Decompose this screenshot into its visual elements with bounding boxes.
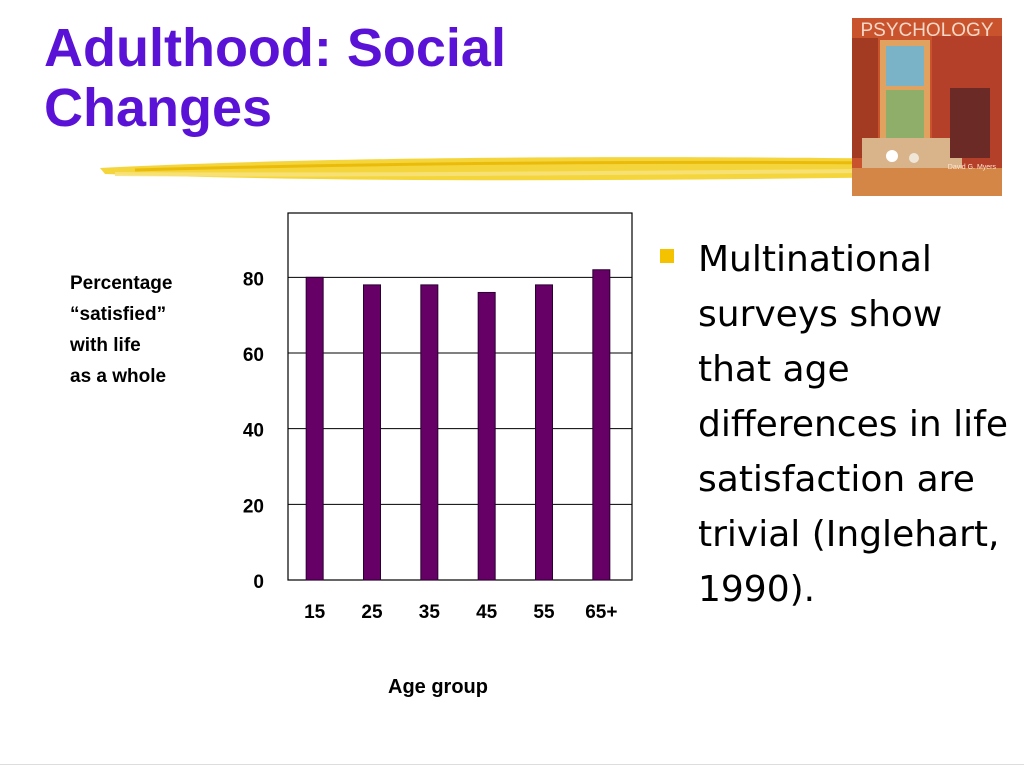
book-author: David G. Myers xyxy=(947,164,996,171)
bar xyxy=(477,291,496,581)
slide-bottom-border xyxy=(0,764,1024,765)
plot-frame xyxy=(287,212,633,581)
book-title: PSYCHOLOGY xyxy=(860,20,994,41)
bar xyxy=(305,276,324,581)
book-cover-painting xyxy=(852,18,1002,196)
y-tick-label: 20 xyxy=(243,496,264,517)
ylabel-line: as a whole xyxy=(70,366,167,387)
bullet-item: Multinational surveys show that age diff… xyxy=(660,232,1010,617)
book-cover-image: PSYCHOLOGY David G. Myers xyxy=(852,18,1002,196)
y-tick-label: 60 xyxy=(243,345,264,366)
bar xyxy=(420,284,439,581)
slide-title-line-2: Changes xyxy=(44,78,273,138)
chart-x-axis-label: Age group xyxy=(388,676,488,698)
x-tick-label: 35 xyxy=(419,602,441,623)
y-tick-label: 0 xyxy=(253,572,264,593)
x-tick-label: 55 xyxy=(533,602,555,623)
x-tick-label: 15 xyxy=(304,602,326,623)
x-tick-label: 45 xyxy=(476,602,498,623)
bullet-list: Multinational surveys show that age diff… xyxy=(660,232,1010,617)
x-tick-label: 65+ xyxy=(585,602,617,623)
chart-y-axis-label: Percentage “satisfied” with life as a wh… xyxy=(70,268,172,392)
y-tick-label: 80 xyxy=(243,269,264,290)
x-tick-label: 25 xyxy=(361,602,383,623)
bar xyxy=(592,269,611,581)
bar xyxy=(535,284,553,581)
bar xyxy=(363,284,381,581)
slide-title-line-1: Adulthood: Social xyxy=(44,18,506,78)
ylabel-line: “satisfied” xyxy=(70,304,167,325)
ylabel-line: with life xyxy=(70,335,141,356)
square-bullet-icon xyxy=(660,249,674,263)
slide-title: Adulthood: Social Changes xyxy=(44,18,506,138)
bullet-text: Multinational surveys show that age diff… xyxy=(698,239,1009,610)
ylabel-line: Percentage xyxy=(70,273,173,294)
y-tick-label: 40 xyxy=(243,421,264,442)
